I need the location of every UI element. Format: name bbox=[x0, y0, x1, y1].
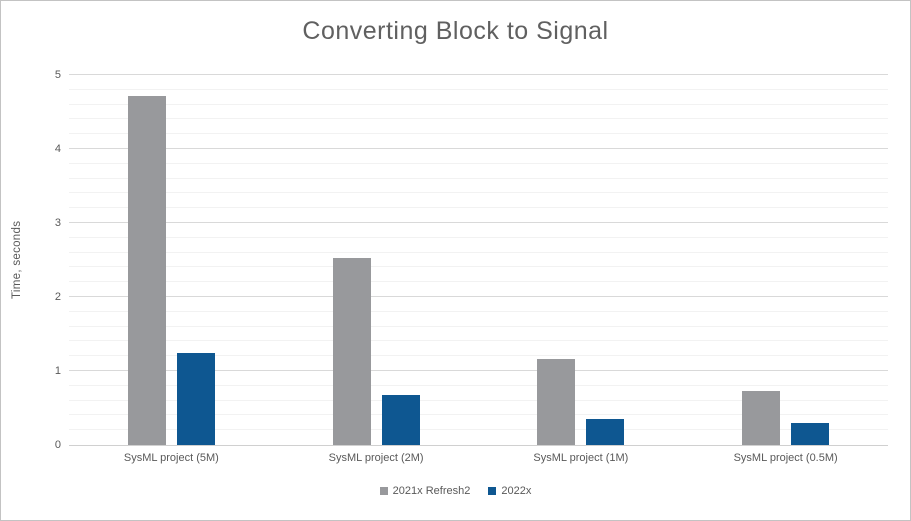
minor-gridline bbox=[69, 281, 888, 283]
y-tick-label-1: 1 bbox=[54, 365, 61, 377]
legend-item-2021x-refresh2: 2021x Refresh2 bbox=[379, 485, 471, 497]
minor-gridline bbox=[69, 384, 888, 386]
major-gridline bbox=[69, 148, 888, 149]
bar-2021x-refresh2-sysml-project-2m bbox=[332, 257, 371, 445]
minor-gridline bbox=[69, 340, 888, 342]
minor-gridline bbox=[69, 236, 888, 238]
minor-gridline bbox=[69, 207, 888, 209]
legend-item-2022x: 2022x bbox=[488, 485, 531, 497]
minor-gridline bbox=[69, 355, 888, 357]
x-axis-labels: SysML project (5M) SysML project (2M) SysM… bbox=[69, 452, 888, 468]
major-gridline bbox=[69, 370, 888, 371]
bar-2022x-sysml-project-0-5m bbox=[791, 422, 830, 445]
minor-gridline bbox=[69, 162, 888, 164]
minor-gridline bbox=[69, 118, 888, 120]
minor-gridline bbox=[69, 133, 888, 135]
bar-2022x-sysml-project-2m bbox=[381, 395, 420, 445]
major-gridline bbox=[69, 222, 888, 223]
bar-2022x-sysml-project-5m bbox=[176, 353, 215, 445]
minor-gridline bbox=[69, 399, 888, 401]
major-gridline bbox=[69, 74, 888, 75]
y-tick-label-4: 4 bbox=[54, 143, 61, 155]
x-axis-category-label-sysml-project-0-5m: SysML project (0.5M) bbox=[733, 452, 838, 464]
y-tick-label-5: 5 bbox=[54, 69, 61, 81]
minor-gridline bbox=[69, 103, 888, 105]
legend-swatch-icon bbox=[488, 487, 497, 495]
minor-gridline bbox=[69, 325, 888, 327]
chart-title: Converting Block to Signal bbox=[302, 17, 609, 45]
x-axis-category-label-sysml-project-2m: SysML project (2M) bbox=[328, 452, 424, 464]
x-axis-category-label-sysml-project-1m: SysML project (1M) bbox=[533, 452, 629, 464]
x-axis-category-label-sysml-project-5m: SysML project (5M) bbox=[123, 452, 219, 464]
bar-2021x-refresh2-sysml-project-1m bbox=[537, 359, 576, 445]
y-tick-label-0: 0 bbox=[54, 439, 61, 451]
plot-area bbox=[69, 74, 888, 446]
minor-gridline bbox=[69, 429, 888, 431]
minor-gridline bbox=[69, 310, 888, 312]
minor-gridline bbox=[69, 192, 888, 194]
bar-2021x-refresh2-sysml-project-0-5m bbox=[742, 390, 781, 445]
y-tick-label-3: 3 bbox=[54, 217, 61, 229]
bar-2022x-sysml-project-1m bbox=[586, 419, 625, 445]
bar-2021x-refresh2-sysml-project-5m bbox=[127, 95, 166, 445]
minor-gridline bbox=[69, 177, 888, 179]
y-axis-tick-labels: 0 1 2 3 4 5 bbox=[1, 69, 61, 451]
major-gridline bbox=[69, 296, 888, 297]
minor-gridline bbox=[69, 266, 888, 268]
minor-gridline bbox=[69, 251, 888, 253]
legend-label: 2021x Refresh2 bbox=[392, 485, 471, 497]
legend-label: 2022x bbox=[501, 485, 532, 497]
minor-gridline bbox=[69, 414, 888, 416]
legend-swatch-icon bbox=[379, 487, 388, 495]
y-tick-label-2: 2 bbox=[54, 291, 61, 303]
legend: 2021x Refresh2 2022x bbox=[1, 485, 910, 497]
minor-gridline bbox=[69, 88, 888, 90]
